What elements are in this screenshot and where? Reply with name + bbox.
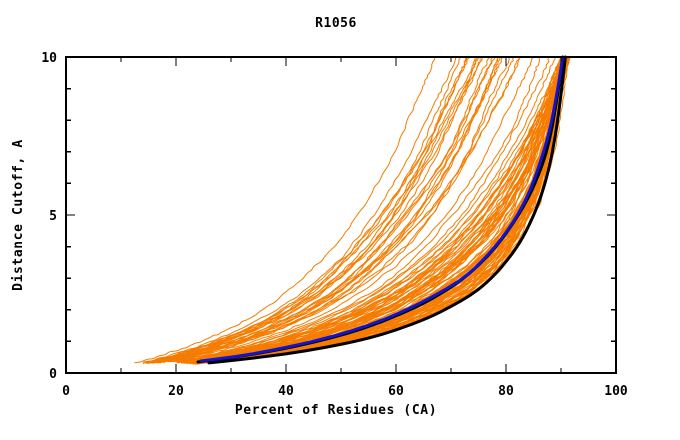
ensemble-curve	[146, 56, 467, 363]
reference-curves-layer	[196, 55, 567, 365]
ensemble-curve	[142, 56, 457, 364]
x-tick-label: 80	[498, 384, 514, 399]
tick-labels: 0 20 40 60 80 100 0 5 10	[41, 51, 628, 399]
ensemble-curve	[149, 57, 479, 364]
ensemble-curve	[152, 56, 491, 364]
ensemble-curve	[155, 56, 501, 363]
reference-curve-reference-black-2	[207, 55, 567, 365]
x-tick-label: 60	[388, 384, 404, 399]
x-tick-label: 20	[168, 384, 184, 399]
axes-layer: 0 20 40 60 80 100 0 5 10	[41, 51, 628, 399]
y-tick-label: 10	[41, 51, 57, 66]
ensemble-curve	[167, 56, 535, 363]
ensemble-curve	[187, 57, 566, 363]
ensemble-curve	[192, 56, 569, 364]
ensemble-curve	[179, 56, 563, 363]
y-axis-label: Distance Cutoff, A	[11, 139, 26, 291]
ensemble-curve	[169, 56, 541, 363]
y-tick-label: 5	[49, 209, 57, 224]
tick-marks	[65, 56, 617, 374]
x-tick-label: 0	[62, 384, 70, 399]
ensemble-curve	[174, 56, 556, 362]
ensemble-curve	[177, 56, 564, 364]
ensemble-curve	[181, 56, 564, 364]
ensemble-curve	[145, 57, 469, 364]
ensemble-curve	[185, 56, 566, 363]
y-tick-label: 0	[49, 367, 57, 382]
ensemble-curve	[134, 56, 436, 364]
ensemble-curve	[153, 56, 495, 364]
reference-curve-reference-blue	[199, 55, 565, 363]
x-tick-label: 40	[278, 384, 294, 399]
x-tick-label: 100	[604, 384, 628, 399]
ensemble-curve	[163, 57, 520, 363]
x-axis-label: Percent of Residues (CA)	[235, 403, 437, 418]
ensemble-curve	[156, 56, 504, 364]
ensemble-curve	[159, 56, 515, 364]
chart-title: R1056	[315, 16, 357, 31]
